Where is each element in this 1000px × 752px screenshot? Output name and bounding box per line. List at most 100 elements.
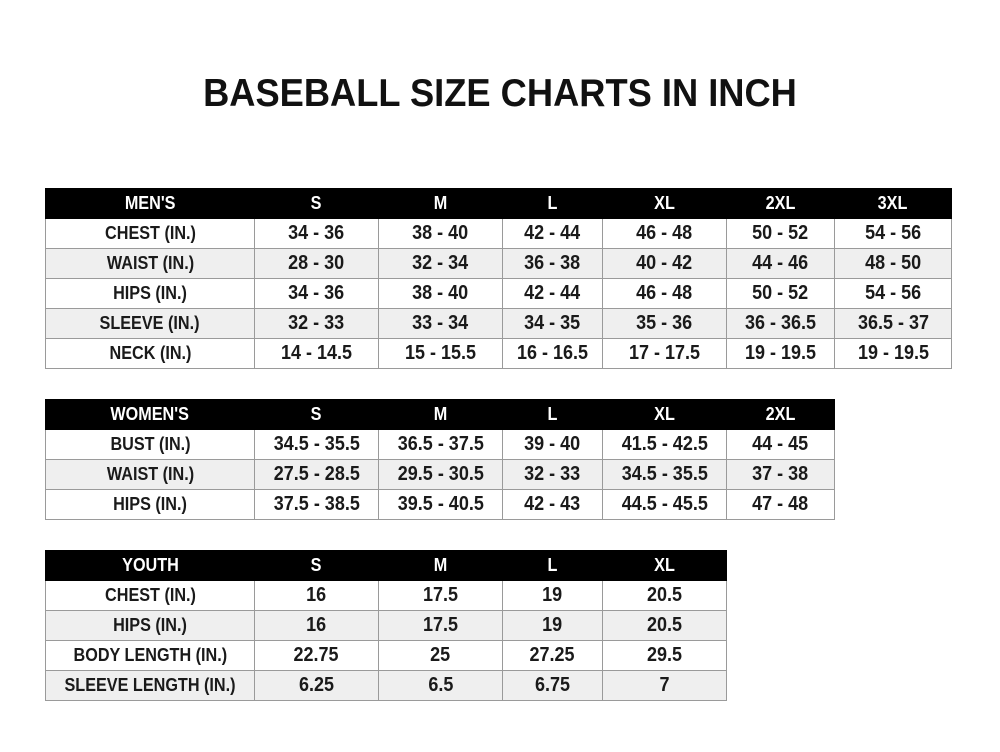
size-value-cell: 20.5 bbox=[602, 610, 727, 641]
cell-text: HIPS (IN.) bbox=[113, 494, 187, 514]
table-row: HIPS (IN.) 37.5 - 38.5 39.5 - 40.5 42 - 43 4… bbox=[45, 489, 835, 520]
table-row: HIPS (IN.) 16 17.5 19 20.5 bbox=[45, 610, 727, 641]
cell-text: HIPS (IN.) bbox=[113, 283, 187, 303]
size-value-cell: 16 - 16.5 bbox=[502, 338, 603, 369]
size-value-cell: 7 bbox=[602, 670, 727, 701]
cell-text: CHEST (IN.) bbox=[104, 585, 196, 605]
cell-text: 19 bbox=[542, 584, 563, 606]
size-value-cell: 54 - 56 bbox=[834, 278, 952, 309]
measurement-label: WAIST (IN.) bbox=[45, 248, 255, 279]
cell-text: 54 - 56 bbox=[864, 222, 922, 244]
size-value-cell: 25 bbox=[378, 640, 503, 671]
size-value-cell: 20.5 bbox=[602, 580, 727, 611]
header-label: XL bbox=[654, 404, 675, 424]
header-label: XL bbox=[654, 193, 675, 213]
table-row: WAIST (IN.) 27.5 - 28.5 29.5 - 30.5 32 - 33… bbox=[45, 459, 835, 490]
table-category-header: MEN'S bbox=[45, 188, 255, 219]
cell-text: 50 - 52 bbox=[752, 282, 809, 304]
cell-text: BODY LENGTH (IN.) bbox=[73, 645, 227, 665]
measurement-label: HIPS (IN.) bbox=[45, 278, 255, 309]
size-value-cell: 34 - 36 bbox=[254, 278, 379, 309]
table-row: NECK (IN.) 14 - 14.5 15 - 15.5 16 - 16.5 17 … bbox=[45, 338, 952, 369]
size-value-cell: 41.5 - 42.5 bbox=[602, 429, 727, 460]
size-column-header: M bbox=[378, 550, 503, 581]
header-label: M bbox=[433, 193, 448, 213]
size-value-cell: 19 bbox=[502, 580, 603, 611]
table-row: WAIST (IN.) 28 - 30 32 - 34 36 - 38 40 - 42 4… bbox=[45, 248, 952, 279]
size-value-cell: 29.5 - 30.5 bbox=[378, 459, 503, 490]
table-row: BUST (IN.) 34.5 - 35.5 36.5 - 37.5 39 - 40 4… bbox=[45, 429, 835, 460]
size-value-cell: 19 bbox=[502, 610, 603, 641]
header-row: YOUTH S M L XL bbox=[45, 550, 727, 581]
size-value-cell: 16 bbox=[254, 610, 379, 641]
table-row: CHEST (IN.) 16 17.5 19 20.5 bbox=[45, 580, 727, 611]
table-row: BODY LENGTH (IN.) 22.75 25 27.25 29.5 bbox=[45, 640, 727, 671]
measurement-label: NECK (IN.) bbox=[45, 338, 255, 369]
cell-text: 42 - 44 bbox=[524, 222, 581, 244]
cell-text: 39 - 40 bbox=[524, 433, 581, 455]
size-value-cell: 37 - 38 bbox=[726, 459, 835, 490]
cell-text: 42 - 43 bbox=[524, 493, 581, 515]
cell-text: 44 - 46 bbox=[752, 252, 809, 274]
cell-text: 44 - 45 bbox=[752, 433, 809, 455]
size-value-cell: 34.5 - 35.5 bbox=[254, 429, 379, 460]
size-value-cell: 44.5 - 45.5 bbox=[602, 489, 727, 520]
header-label: M bbox=[433, 404, 448, 424]
size-value-cell: 38 - 40 bbox=[378, 218, 503, 249]
cell-text: 27.5 - 28.5 bbox=[273, 463, 360, 485]
header-label: S bbox=[311, 404, 322, 424]
size-value-cell: 34.5 - 35.5 bbox=[602, 459, 727, 490]
size-value-cell: 16 bbox=[254, 580, 379, 611]
size-value-cell: 47 - 48 bbox=[726, 489, 835, 520]
cell-text: 36 - 38 bbox=[524, 252, 581, 274]
measurement-label: HIPS (IN.) bbox=[45, 610, 255, 641]
size-value-cell: 37.5 - 38.5 bbox=[254, 489, 379, 520]
size-column-header: S bbox=[254, 550, 379, 581]
size-value-cell: 39.5 - 40.5 bbox=[378, 489, 503, 520]
cell-text: 20.5 bbox=[646, 614, 683, 636]
size-value-cell: 28 - 30 bbox=[254, 248, 379, 279]
size-column-header: L bbox=[502, 550, 603, 581]
table-category-header: YOUTH bbox=[45, 550, 255, 581]
size-column-header: L bbox=[502, 188, 603, 219]
size-value-cell: 44 - 45 bbox=[726, 429, 835, 460]
cell-text: 48 - 50 bbox=[864, 252, 922, 274]
size-column-header: 3XL bbox=[834, 188, 952, 219]
size-column-header: XL bbox=[602, 399, 727, 430]
header-label: M bbox=[433, 555, 448, 575]
header-label: 3XL bbox=[878, 193, 908, 213]
measurement-label: SLEEVE LENGTH (IN.) bbox=[45, 670, 255, 701]
size-value-cell: 15 - 15.5 bbox=[378, 338, 503, 369]
cell-text: SLEEVE (IN.) bbox=[100, 313, 200, 333]
cell-text: 6.5 bbox=[427, 674, 454, 696]
measurement-label: HIPS (IN.) bbox=[45, 489, 255, 520]
youth-size-table: YOUTH S M L XL CHEST (IN.) 16 17.5 19 20.5 HIPS (I… bbox=[45, 550, 727, 701]
table-row: HIPS (IN.) 34 - 36 38 - 40 42 - 44 46 - 48 50… bbox=[45, 278, 952, 309]
size-column-header: 2XL bbox=[726, 399, 835, 430]
size-value-cell: 42 - 44 bbox=[502, 218, 603, 249]
table-row: SLEEVE (IN.) 32 - 33 33 - 34 34 - 35 35 - 36… bbox=[45, 308, 952, 339]
cell-text: 34 - 36 bbox=[288, 222, 345, 244]
cell-text: 19 bbox=[542, 614, 563, 636]
cell-text: 34 - 36 bbox=[288, 282, 345, 304]
cell-text: 36 - 36.5 bbox=[744, 312, 817, 334]
size-column-header: M bbox=[378, 188, 503, 219]
cell-text: 6.25 bbox=[298, 674, 335, 696]
cell-text: BUST (IN.) bbox=[109, 434, 191, 454]
size-value-cell: 22.75 bbox=[254, 640, 379, 671]
size-value-cell: 27.25 bbox=[502, 640, 603, 671]
table-row: SLEEVE LENGTH (IN.) 6.25 6.5 6.75 7 bbox=[45, 670, 727, 701]
cell-text: 22.75 bbox=[293, 644, 340, 666]
size-value-cell: 34 - 36 bbox=[254, 218, 379, 249]
cell-text: 15 - 15.5 bbox=[404, 342, 477, 364]
size-value-cell: 42 - 44 bbox=[502, 278, 603, 309]
size-value-cell: 32 - 33 bbox=[254, 308, 379, 339]
cell-text: 54 - 56 bbox=[864, 282, 922, 304]
header-label: S bbox=[311, 193, 322, 213]
cell-text: 38 - 40 bbox=[412, 282, 469, 304]
size-column-header: 2XL bbox=[726, 188, 835, 219]
cell-text: 19 - 19.5 bbox=[744, 342, 817, 364]
measurement-label: CHEST (IN.) bbox=[45, 218, 255, 249]
cell-text: 32 - 34 bbox=[412, 252, 469, 274]
cell-text: 34 - 35 bbox=[524, 312, 581, 334]
